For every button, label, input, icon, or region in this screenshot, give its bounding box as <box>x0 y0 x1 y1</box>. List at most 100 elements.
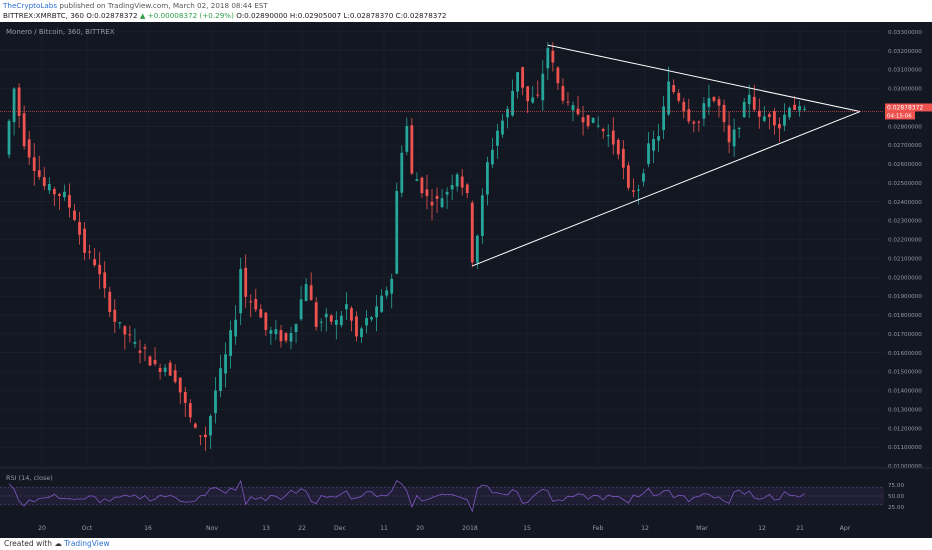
candle-body <box>536 94 540 96</box>
candle-body <box>7 120 11 155</box>
chart-title: Monero / Bitcoin, 360, BITTREX <box>6 28 115 36</box>
candle-body <box>143 347 147 349</box>
candle-body <box>83 228 86 253</box>
candle-body <box>390 278 394 294</box>
candle-body <box>98 264 102 275</box>
candle-body <box>128 334 132 336</box>
candle-body <box>219 368 222 391</box>
candle-body <box>672 85 676 93</box>
candle-body <box>697 121 701 123</box>
x-tick-label: 15 <box>523 525 531 532</box>
rsi-tick-label: 50.00 <box>888 494 904 500</box>
candle-body <box>113 309 117 322</box>
candle-body <box>586 115 590 127</box>
author-link[interactable]: TheCryptoLabs <box>3 1 58 10</box>
y-tick-label: 0.01700000 <box>888 332 922 338</box>
x-tick-label: Nov <box>206 525 218 532</box>
price-chart[interactable]: Monero / Bitcoin, 360, BITTREX 0.0330000… <box>0 22 932 538</box>
candle-body <box>294 324 298 333</box>
candle-body <box>78 221 81 235</box>
candle-body <box>667 81 671 115</box>
candle-body <box>355 316 358 337</box>
candle-body <box>626 165 630 188</box>
candle-body <box>345 304 348 310</box>
y-tick-label: 0.02100000 <box>888 256 922 262</box>
y-tick-label: 0.01600000 <box>888 351 922 357</box>
candle-body <box>566 101 570 103</box>
candle-body <box>17 87 21 116</box>
candle-body <box>496 130 499 146</box>
ohlc-text: O:0.02890000 H:0.02905007 L:0.02878370 C… <box>236 11 447 20</box>
candle-body <box>264 312 268 330</box>
candle-body <box>475 235 479 263</box>
candle-body <box>37 170 41 177</box>
candle-body <box>309 285 313 301</box>
candle-body <box>239 269 243 314</box>
candle-body <box>778 123 781 129</box>
candle-body <box>234 319 238 337</box>
candle-body <box>616 139 620 155</box>
candle-body <box>485 162 489 195</box>
candle-body <box>405 126 409 152</box>
candle-body <box>103 272 107 289</box>
last-price-label: 0.02878372 <box>887 104 923 111</box>
candle-body <box>360 328 363 338</box>
candle-body <box>12 88 16 123</box>
y-tick-label: 0.01500000 <box>888 370 922 376</box>
last-price-badge: 0.02878372 04:15:06 <box>885 103 932 120</box>
y-tick-label: 0.02500000 <box>888 181 922 187</box>
candle-body <box>752 96 756 110</box>
candle-body <box>420 177 424 194</box>
y-tick-label: 0.01400000 <box>888 389 922 395</box>
candle-body <box>153 359 157 365</box>
y-tick-label: 0.02800000 <box>888 124 922 130</box>
candle-body <box>415 179 419 181</box>
candle-body <box>556 67 560 84</box>
candle-body <box>531 97 535 103</box>
chart-panel[interactable]: Monero / Bitcoin, 360, BITTREX 0.0330000… <box>0 22 932 538</box>
candle-body <box>27 139 31 158</box>
candle-body <box>601 129 605 132</box>
candle-body <box>42 177 46 187</box>
publish-header: TheCryptoLabs published on TradingView.c… <box>0 0 932 22</box>
rsi-line <box>8 479 805 513</box>
candle-body <box>73 210 76 220</box>
candle-body <box>198 435 202 437</box>
x-tick-label: 12 <box>758 525 766 532</box>
footer: Created with ☁ TradingView <box>0 538 932 550</box>
candle-body <box>702 103 706 119</box>
candle-body <box>93 259 97 266</box>
candle-body <box>571 105 575 111</box>
candle-body <box>647 143 650 165</box>
candle-body <box>757 110 761 117</box>
y-tick-label: 0.01300000 <box>888 407 922 413</box>
candle-body <box>138 350 142 353</box>
candle-body <box>692 121 696 124</box>
candle-body <box>148 356 152 366</box>
candle-body <box>606 134 610 137</box>
candle-body <box>299 299 303 320</box>
candle-body <box>541 73 545 101</box>
candle-body <box>329 315 333 322</box>
candle-body <box>178 377 182 393</box>
candle-body <box>410 125 414 174</box>
candle-body <box>385 290 389 296</box>
countdown-label: 04:15:06 <box>887 113 912 119</box>
candle-body <box>334 320 338 325</box>
x-tick-label: 13 <box>262 525 270 532</box>
candle-body <box>707 98 711 107</box>
y-tick-label: 0.03200000 <box>888 49 922 55</box>
candle-body <box>193 423 197 428</box>
y-tick-label: 0.03300000 <box>888 30 922 36</box>
candle-body <box>717 99 721 106</box>
candle-body <box>314 302 318 327</box>
tradingview-brand[interactable]: TradingView <box>64 539 110 548</box>
candle-body <box>289 332 293 342</box>
candle-body <box>773 111 776 126</box>
candle-body <box>551 50 555 63</box>
y-tick-label: 0.02200000 <box>888 238 922 244</box>
candle-body <box>662 106 666 131</box>
candle-body <box>425 189 429 197</box>
candle-body <box>375 306 379 318</box>
candle-body <box>621 148 625 168</box>
